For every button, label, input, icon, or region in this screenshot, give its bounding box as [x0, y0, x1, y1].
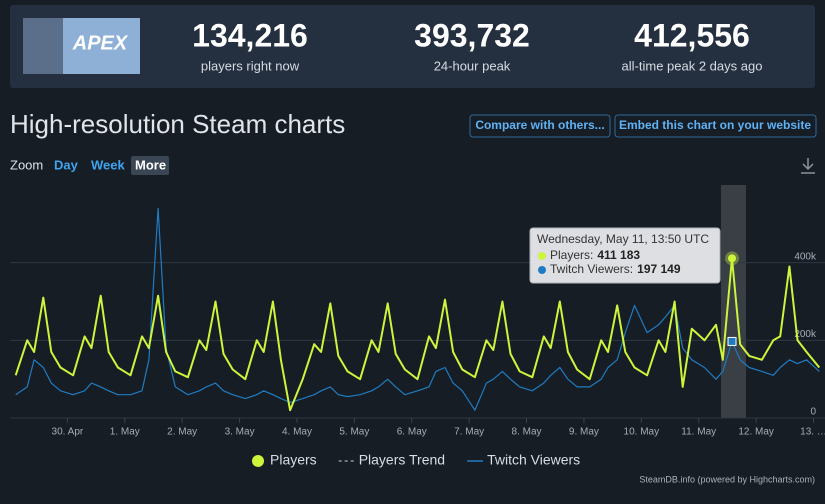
page-title: High-resolution Steam charts [10, 109, 345, 139]
tooltip-dot [538, 266, 546, 274]
plot: 0 200k 400k 30. Apr 1. May 2. May 3. May 4. May… [10, 207, 825, 438]
tooltip-value: 411 183 [597, 248, 640, 262]
zoom-option[interactable]: Week [91, 157, 125, 172]
hover-band [721, 185, 746, 418]
x-tick-label: 3. May [225, 427, 255, 438]
x-tick-label: 9. May [569, 427, 599, 438]
embed-button[interactable] [614, 114, 817, 138]
x-tick-label: 8. May [512, 427, 542, 438]
tooltip-label: Players: [550, 248, 593, 262]
legend-label: Twitch Viewers [487, 452, 580, 468]
logo-text: APEX [72, 32, 129, 54]
zoom-label: Zoom [10, 157, 43, 172]
x-tick-label: 2. May [167, 427, 197, 438]
hover-marker [728, 254, 737, 263]
y-tick-label: 400k [794, 251, 817, 262]
x-tick-label: 6. May [397, 427, 427, 438]
stats-banner [10, 5, 815, 88]
stat-label: 24-hour peak [434, 58, 511, 73]
x-tick-label: 4. May [282, 427, 312, 438]
tooltip-box [529, 227, 721, 284]
x-tick-label: 5. May [339, 427, 369, 438]
legend-label: Players [270, 452, 317, 468]
x-tick-label: 30. Apr [52, 427, 84, 438]
legend-symbol [252, 455, 264, 467]
x-tick-label: 7. May [454, 427, 484, 438]
tooltip-dot [538, 252, 546, 260]
hover-marker [727, 336, 737, 346]
zoom-selected[interactable] [131, 156, 169, 175]
x-tick-label: 10. May [624, 427, 660, 438]
stat-value: 393,732 [414, 17, 530, 53]
tooltip-title: Wednesday, May 11, 13:50 UTC [537, 232, 709, 246]
y-tick-label: 200k [794, 329, 817, 340]
series-line [14, 257, 821, 412]
compare-button[interactable] [469, 114, 611, 138]
stat-label: all-time peak 2 days ago [622, 58, 763, 73]
x-tick-label: 1. May [110, 427, 140, 438]
stat-label: players right now [201, 58, 300, 73]
legend-label: Players Trend [359, 452, 445, 468]
zoom-option[interactable]: Day [54, 157, 79, 172]
series-line [15, 207, 820, 411]
logo-figure [23, 18, 63, 74]
y-tick-label: 0 [810, 407, 816, 418]
tooltip-label: Twitch Viewers: [550, 262, 633, 276]
embed-button-label[interactable]: Embed this chart on your website [619, 118, 811, 132]
stat-value: 412,556 [634, 17, 750, 53]
x-tick-label: 13. … [800, 427, 825, 438]
zoom-option[interactable]: More [135, 157, 166, 172]
download-icon[interactable] [801, 158, 815, 174]
x-tick-label: 12. May [738, 427, 774, 438]
x-tick-label: 11. May [681, 427, 716, 438]
tooltip-value: 197 149 [637, 262, 681, 276]
credit: SteamDB.info (powered by Highcharts.com) [639, 474, 815, 484]
stat-value: 134,216 [192, 17, 308, 53]
compare-button-label[interactable]: Compare with others... [475, 118, 604, 132]
